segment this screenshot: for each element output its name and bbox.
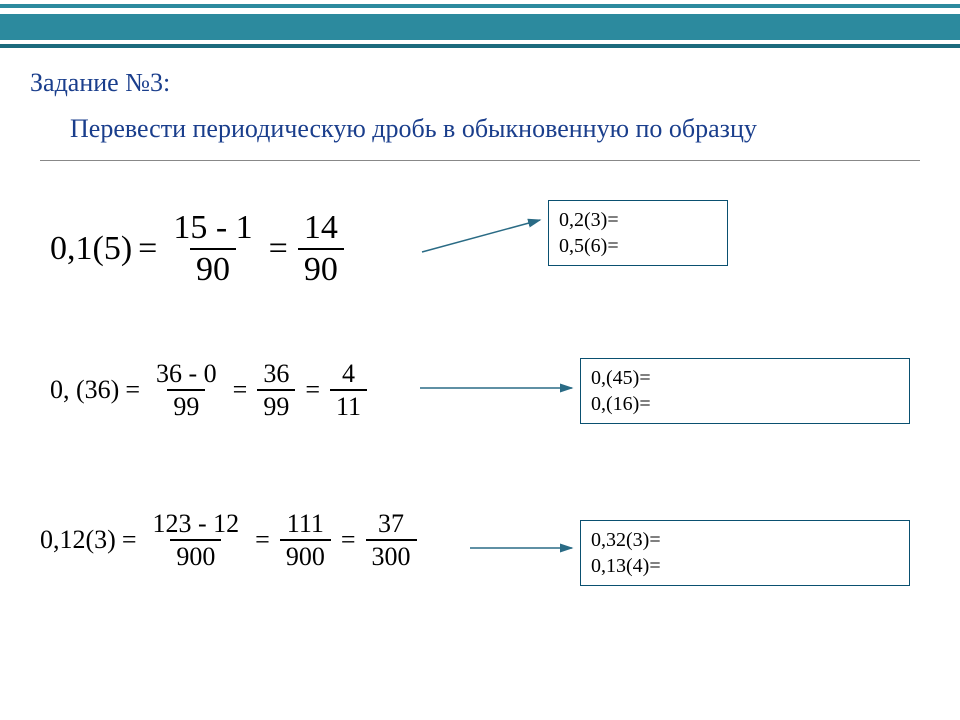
arrows-layer (0, 0, 960, 720)
arrow-line (422, 220, 540, 252)
